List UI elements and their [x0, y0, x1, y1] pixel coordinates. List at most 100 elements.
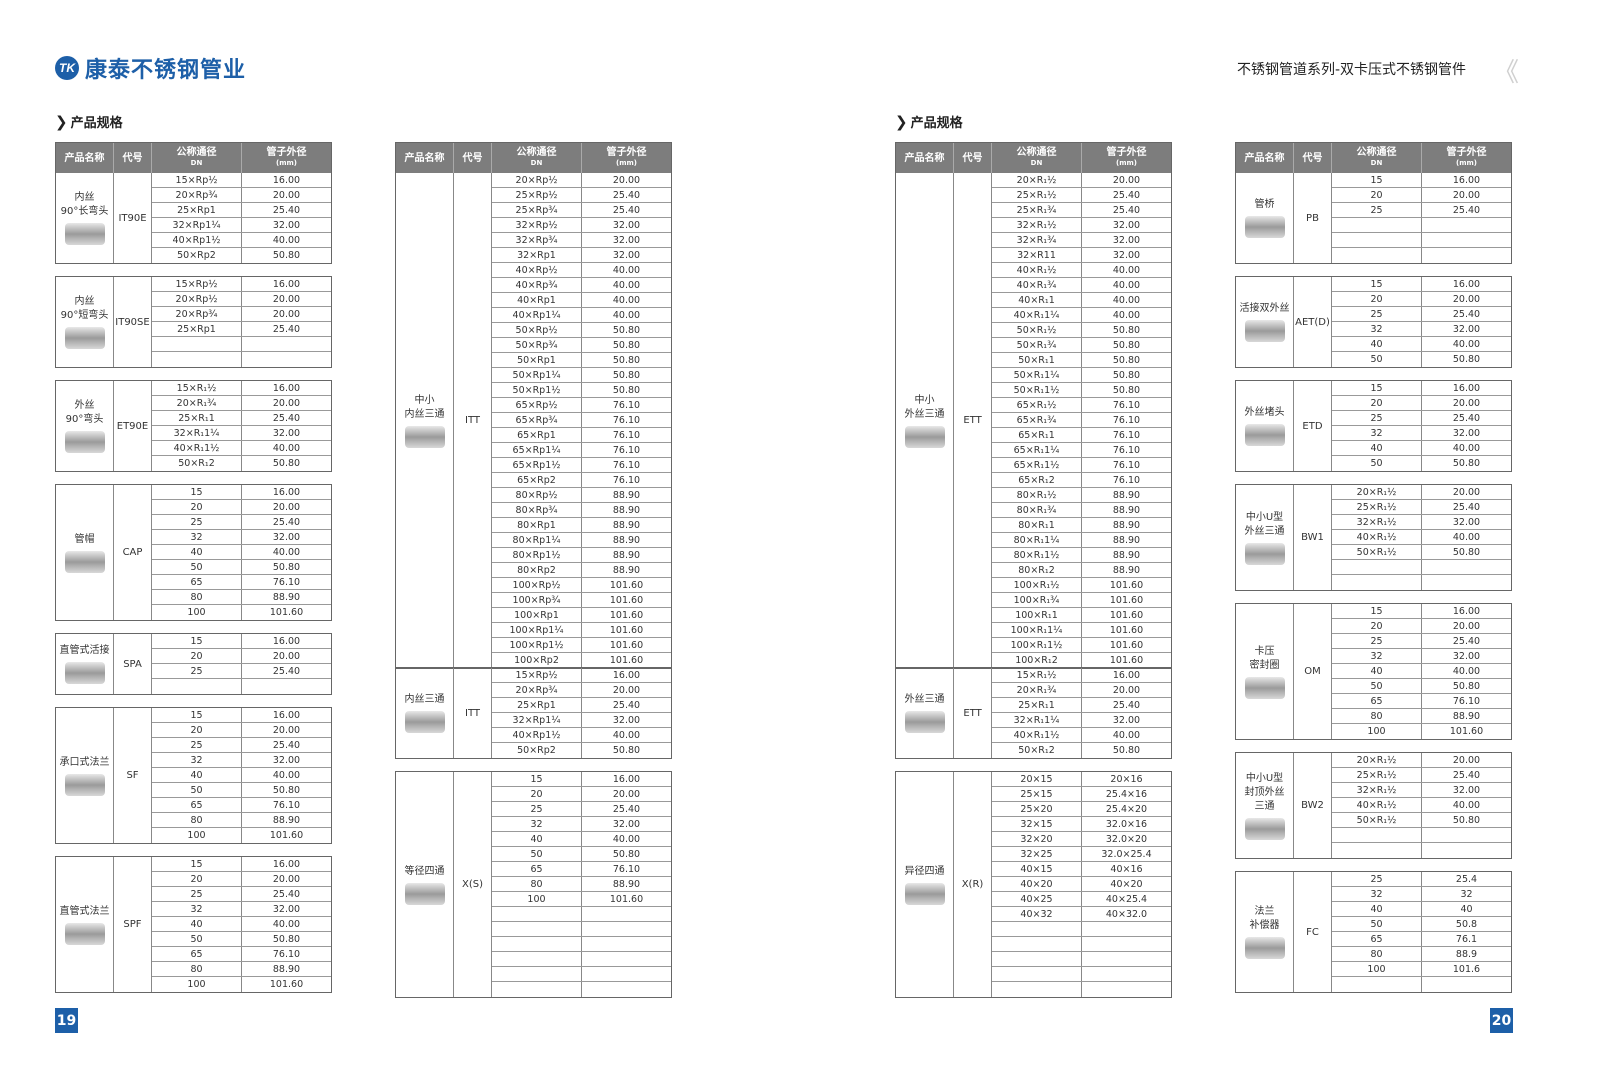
nominal-diameter: 100×R₁1½: [992, 638, 1082, 652]
outer-diameter: 40.00: [272, 442, 301, 454]
table-row: 100×Rp¾ 101.60: [492, 593, 671, 608]
outer-diameter: 25.40: [272, 412, 301, 424]
table-row: 80 88.9: [1332, 947, 1511, 962]
outer-diameter: [1422, 977, 1511, 992]
table-row: 32×R₁¾ 32.00: [992, 233, 1171, 248]
table-row: 50 50.80: [492, 847, 671, 862]
outer-diameter: 40.00: [272, 918, 301, 930]
table-row: [492, 982, 671, 997]
table-row: [1332, 828, 1511, 843]
outer-diameter: 25.40: [272, 739, 301, 751]
outer-diameter: 20.00: [1452, 754, 1481, 766]
nominal-diameter: [492, 967, 582, 981]
spec-table: 中小U型 外丝三通 BW1 20×R₁½ 20.00 25×R₁½ 25.40 32×R₁½…: [1235, 484, 1512, 591]
spec-table: 管帽 CAP 15 16.00 20 20.00 25 25.40 32 32.00 40 40.00…: [55, 484, 332, 621]
table-row: 25 25.40: [492, 802, 671, 817]
outer-diameter: 40.00: [1112, 309, 1141, 321]
table-row: 25×Rp½ 25.40: [492, 188, 671, 203]
outer-diameter: 88.90: [612, 489, 641, 501]
outer-diameter: 25.4×20: [1105, 803, 1148, 815]
nominal-diameter: 25: [152, 515, 242, 529]
nominal-diameter: 80: [1332, 709, 1422, 723]
table-row: [1332, 218, 1511, 233]
nominal-diameter: 20×15: [992, 772, 1082, 786]
table-row: 50×R₁2 50.80: [152, 456, 331, 471]
page-number-right: 20: [1490, 1008, 1513, 1033]
product-code: OM: [1294, 604, 1332, 739]
table-row: 50×R₁½ 50.80: [992, 323, 1171, 338]
table-row: 80×Rp1 88.90: [492, 518, 671, 533]
outer-diameter: 20.00: [272, 397, 301, 409]
product-code: IT90E: [114, 173, 152, 263]
outer-diameter: 25.40: [272, 888, 301, 900]
product-name-cell: 等径四通: [396, 772, 454, 997]
table-row: 20×Rp¾ 20.00: [152, 307, 331, 322]
outer-diameter: 20.00: [1452, 397, 1481, 409]
outer-diameter: 20.00: [272, 501, 301, 513]
outer-diameter: 25.40: [612, 189, 641, 201]
nominal-diameter: 15×R₁½: [992, 668, 1082, 682]
nominal-diameter: [492, 907, 582, 921]
outer-diameter: 25.40: [272, 665, 301, 677]
outer-diameter: 40.00: [272, 234, 301, 246]
outer-diameter: 76.10: [612, 474, 641, 486]
outer-diameter: 16.00: [272, 486, 301, 498]
nominal-diameter: 100×Rp2: [492, 653, 582, 668]
nominal-diameter: 100×Rp1: [492, 608, 582, 622]
nominal-diameter: 50×R₁2: [152, 456, 242, 471]
table-row: 50 50.80: [152, 783, 331, 798]
nominal-diameter: 25×Rp1: [492, 698, 582, 712]
table-row: 25 25.40: [1332, 634, 1511, 649]
outer-diameter: 40.00: [272, 769, 301, 781]
nominal-diameter: 40×R₁1¼: [992, 308, 1082, 322]
table-row: 25 25.40: [152, 515, 331, 530]
table-header: 产品名称 代号 公称通径 DN 管子外径 (mm): [896, 143, 1171, 173]
outer-diameter: 76.10: [1112, 429, 1141, 441]
outer-diameter: 32.00: [1112, 234, 1141, 246]
outer-diameter: 50.80: [272, 784, 301, 796]
table-row: 25×Rp1 25.40: [492, 698, 671, 713]
product-image: [64, 223, 105, 245]
outer-diameter: 50.80: [612, 354, 641, 366]
nominal-diameter: 25×R₁¾: [992, 203, 1082, 217]
product-code: AET(D): [1294, 277, 1332, 367]
outer-diameter: 25.40: [1112, 189, 1141, 201]
outer-diameter: 88.90: [272, 591, 301, 603]
table-body: 管帽 CAP 15 16.00 20 20.00 25 25.40 32 32.00 40 40.00…: [56, 485, 331, 620]
outer-diameter: 50.80: [612, 339, 641, 351]
spec-table: 卡压 密封圈 OM 15 16.00 20 20.00 25 25.40 32 32.00 40 40…: [1235, 603, 1512, 740]
table-row: 20×R₁½ 20.00: [1332, 485, 1511, 500]
spec-rows: 15 16.00 20 20.00 25 25.40 32 32.00 40 40.00 50 50.…: [1332, 604, 1511, 739]
outer-diameter: 25.40: [1452, 501, 1481, 513]
nominal-diameter: 20: [152, 723, 242, 737]
table-row: 50×R₁½ 50.80: [1332, 813, 1511, 828]
table-row: 20 20.00: [1332, 292, 1511, 307]
table-row: 40×R₁½ 40.00: [1332, 530, 1511, 545]
outer-diameter: 50.80: [272, 250, 301, 261]
outer-diameter: 20×16: [1110, 773, 1143, 785]
product-image: [1244, 542, 1285, 565]
outer-diameter: 25.40: [1452, 769, 1481, 781]
table-row: 32×25 32.0×25.4: [992, 847, 1171, 862]
product-image: [1244, 937, 1285, 959]
nominal-diameter: 100: [152, 605, 242, 620]
table-row: 32×R₁1¼ 32.00: [152, 426, 331, 441]
header-od-label: 管子外径: [1446, 147, 1487, 158]
table-row: 100×R₁1¼ 101.60: [992, 623, 1171, 638]
header-code: 代号: [454, 143, 492, 173]
table-row: 100×R₁2 101.60: [992, 653, 1171, 668]
nominal-diameter: 80×R₁¾: [992, 503, 1082, 517]
nominal-diameter: 20: [152, 500, 242, 514]
spec-rows: 20×15 20×16 25×15 25.4×16 25×20 25.4×20 32×15 3…: [992, 772, 1171, 997]
nominal-diameter: 40: [152, 545, 242, 559]
outer-diameter: 16.00: [612, 669, 641, 681]
outer-diameter: 16.00: [272, 635, 301, 647]
table-row: 50×Rp1 50.80: [492, 353, 671, 368]
table-row: 40 40: [1332, 902, 1511, 917]
product-image: [64, 327, 105, 349]
spec-rows: 25 25.4 32 32 40 40 50 50.8 65 76.1 80 88.9 100 101.6: [1332, 872, 1511, 992]
table-row: [492, 952, 671, 967]
spec-table: 承口式法兰 SF 15 16.00 20 20.00 25 25.40 32 32.00 40 40.…: [55, 707, 332, 844]
nominal-diameter: 40×R₁1½: [992, 728, 1082, 742]
table-row: 40 40.00: [152, 545, 331, 560]
